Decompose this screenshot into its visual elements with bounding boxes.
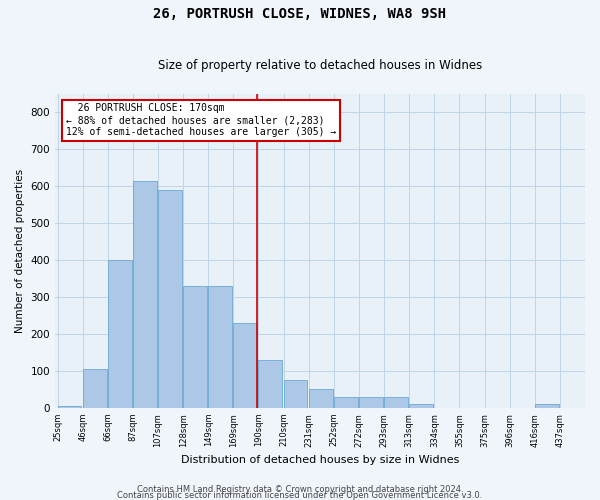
Bar	[334, 397, 358, 408]
Bar	[259, 360, 283, 408]
X-axis label: Distribution of detached houses by size in Widnes: Distribution of detached houses by size …	[181, 455, 459, 465]
Bar	[58, 406, 82, 408]
Bar	[359, 397, 383, 408]
Bar	[284, 380, 307, 408]
Bar	[384, 397, 408, 408]
Bar	[309, 390, 332, 408]
Bar	[409, 404, 433, 408]
Bar	[535, 404, 559, 408]
Text: 26, PORTRUSH CLOSE, WIDNES, WA8 9SH: 26, PORTRUSH CLOSE, WIDNES, WA8 9SH	[154, 8, 446, 22]
Title: Size of property relative to detached houses in Widnes: Size of property relative to detached ho…	[158, 59, 482, 72]
Bar	[133, 181, 157, 408]
Text: Contains HM Land Registry data © Crown copyright and database right 2024.: Contains HM Land Registry data © Crown c…	[137, 484, 463, 494]
Bar	[208, 286, 232, 408]
Bar	[183, 286, 207, 408]
Bar	[233, 323, 257, 408]
Bar	[158, 190, 182, 408]
Bar	[108, 260, 131, 408]
Text: Contains public sector information licensed under the Open Government Licence v3: Contains public sector information licen…	[118, 490, 482, 500]
Bar	[83, 369, 107, 408]
Y-axis label: Number of detached properties: Number of detached properties	[15, 169, 25, 333]
Text: 26 PORTRUSH CLOSE: 170sqm  
← 88% of detached houses are smaller (2,283)
12% of : 26 PORTRUSH CLOSE: 170sqm ← 88% of detac…	[65, 104, 336, 136]
